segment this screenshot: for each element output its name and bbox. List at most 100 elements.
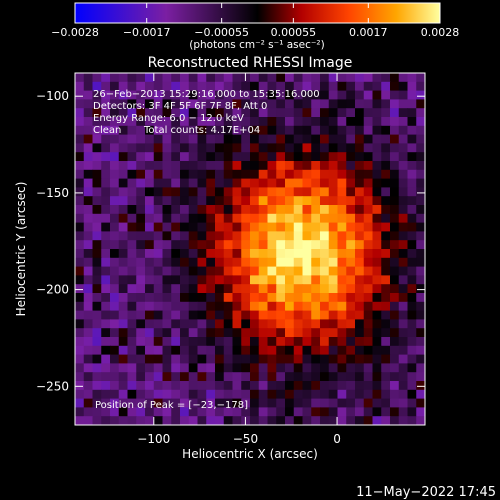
heatmap-cell (398, 328, 409, 338)
heatmap-cell (258, 117, 269, 127)
heatmap-cell (398, 310, 409, 320)
heatmap-cell (346, 152, 356, 162)
heatmap-cell (320, 328, 330, 338)
heatmap-cell (188, 125, 199, 136)
y-tick-label: −200 (36, 283, 69, 297)
heatmap-cell (390, 407, 400, 417)
heatmap-cell (416, 161, 425, 171)
heatmap-cell (188, 416, 199, 425)
heatmap-cell (390, 293, 400, 303)
heatmap-cell (416, 187, 425, 197)
heatmap-cell (101, 398, 111, 408)
heatmap-cell (398, 231, 409, 241)
heatmap-cell (372, 240, 382, 250)
heatmap-cell (363, 266, 374, 276)
heatmap-cell (328, 310, 339, 320)
heatmap-cell (215, 81, 225, 92)
heatmap-cell (258, 363, 269, 373)
heatmap-cell (118, 328, 129, 338)
heatmap-cell (372, 161, 382, 171)
heatmap-cell (180, 187, 190, 197)
heatmap-cell (302, 407, 312, 417)
heatmap-cell (302, 257, 312, 268)
heatmap-cell (320, 416, 330, 425)
heatmap-cell (232, 319, 242, 329)
heatmap-cell (276, 328, 286, 338)
heatmap-cell (136, 99, 146, 109)
heatmap-cell (197, 222, 207, 232)
heatmap-cell (206, 416, 216, 425)
heatmap-cell (285, 381, 295, 391)
heatmap-cell (101, 169, 111, 180)
heatmap-cell (241, 310, 251, 320)
heatmap-cell (311, 99, 321, 109)
colorbar: −0.0028 −0.0017 −0.00055 0.00055 0.0017 0.002… (51, 2, 459, 51)
heatmap-cell (363, 301, 374, 312)
heatmap-cell (276, 90, 286, 100)
heatmap-cell (250, 90, 260, 100)
heatmap-cell (145, 266, 155, 276)
heatmap-cell (372, 319, 382, 329)
heatmap-cell (101, 143, 111, 153)
heatmap-cell (372, 363, 382, 373)
heatmap-cell (311, 169, 321, 180)
heatmap-cell (206, 143, 216, 153)
heatmap-cell (171, 257, 181, 268)
heatmap-cell (267, 275, 277, 285)
heatmap-cell (398, 363, 409, 373)
heatmap-cell (311, 213, 321, 224)
heatmap-cell (206, 187, 216, 197)
heatmap-cell (311, 134, 321, 144)
heatmap-cell (118, 381, 129, 391)
heatmap-cell (346, 240, 356, 250)
x-axis-label: Heliocentric X (arcsec) (182, 447, 318, 461)
heatmap-cell (302, 293, 312, 303)
axis-ticks: −100 −50 0−100−150−200−250 (36, 73, 425, 446)
heatmap-cell (127, 178, 137, 188)
heatmap-cell (390, 328, 400, 338)
heatmap-cell (407, 152, 417, 162)
colorbar-ticks: −0.0028 −0.0017 −0.00055 0.00055 0.0017 0.002… (51, 3, 459, 39)
heatmap-cell (276, 108, 286, 118)
heatmap-cell (320, 363, 330, 373)
heatmap-cell (127, 249, 137, 259)
heatmap-cell (136, 134, 146, 144)
heatmap-cell (285, 257, 295, 268)
heatmap-cell (293, 169, 304, 180)
heatmap-cell (92, 372, 102, 382)
heatmap-cell (92, 108, 102, 118)
heatmap-cell (407, 301, 417, 312)
heatmap-cell (136, 125, 146, 136)
heatmap-cell (110, 319, 120, 329)
heatmap-cell (381, 205, 391, 215)
heatmap-cell (337, 345, 347, 356)
heatmap-cell (188, 398, 199, 408)
heatmap-cell (267, 205, 277, 215)
heatmap-cell (75, 178, 85, 188)
heatmap-cell (127, 125, 137, 136)
heatmap-cell (180, 284, 190, 294)
heatmap-cell (215, 301, 225, 312)
heatmap-cell (363, 372, 374, 382)
heatmap-cell (83, 337, 94, 347)
heatmap-cell (311, 284, 321, 294)
heatmap-cell (355, 381, 365, 391)
heatmap-cell (75, 213, 85, 224)
heatmap-cell (337, 337, 347, 347)
heatmap-cell (320, 249, 330, 259)
heatmap-cell (232, 372, 242, 382)
heatmap-cell (162, 293, 172, 303)
heatmap-cell (223, 152, 234, 162)
heatmap-cell (83, 416, 94, 425)
heatmap-cell (258, 240, 269, 250)
heatmap-cell (145, 73, 155, 83)
heatmap-cell (346, 143, 356, 153)
heatmap-cell (381, 99, 391, 109)
heatmap-cell (136, 266, 146, 276)
heatmap-cell (188, 275, 199, 285)
heatmap-cell (337, 284, 347, 294)
heatmap-cell (267, 222, 277, 232)
colorbar-tick-label: 0.0017 (349, 26, 388, 39)
heatmap-cell (92, 257, 102, 268)
heatmap-cell (171, 240, 181, 250)
